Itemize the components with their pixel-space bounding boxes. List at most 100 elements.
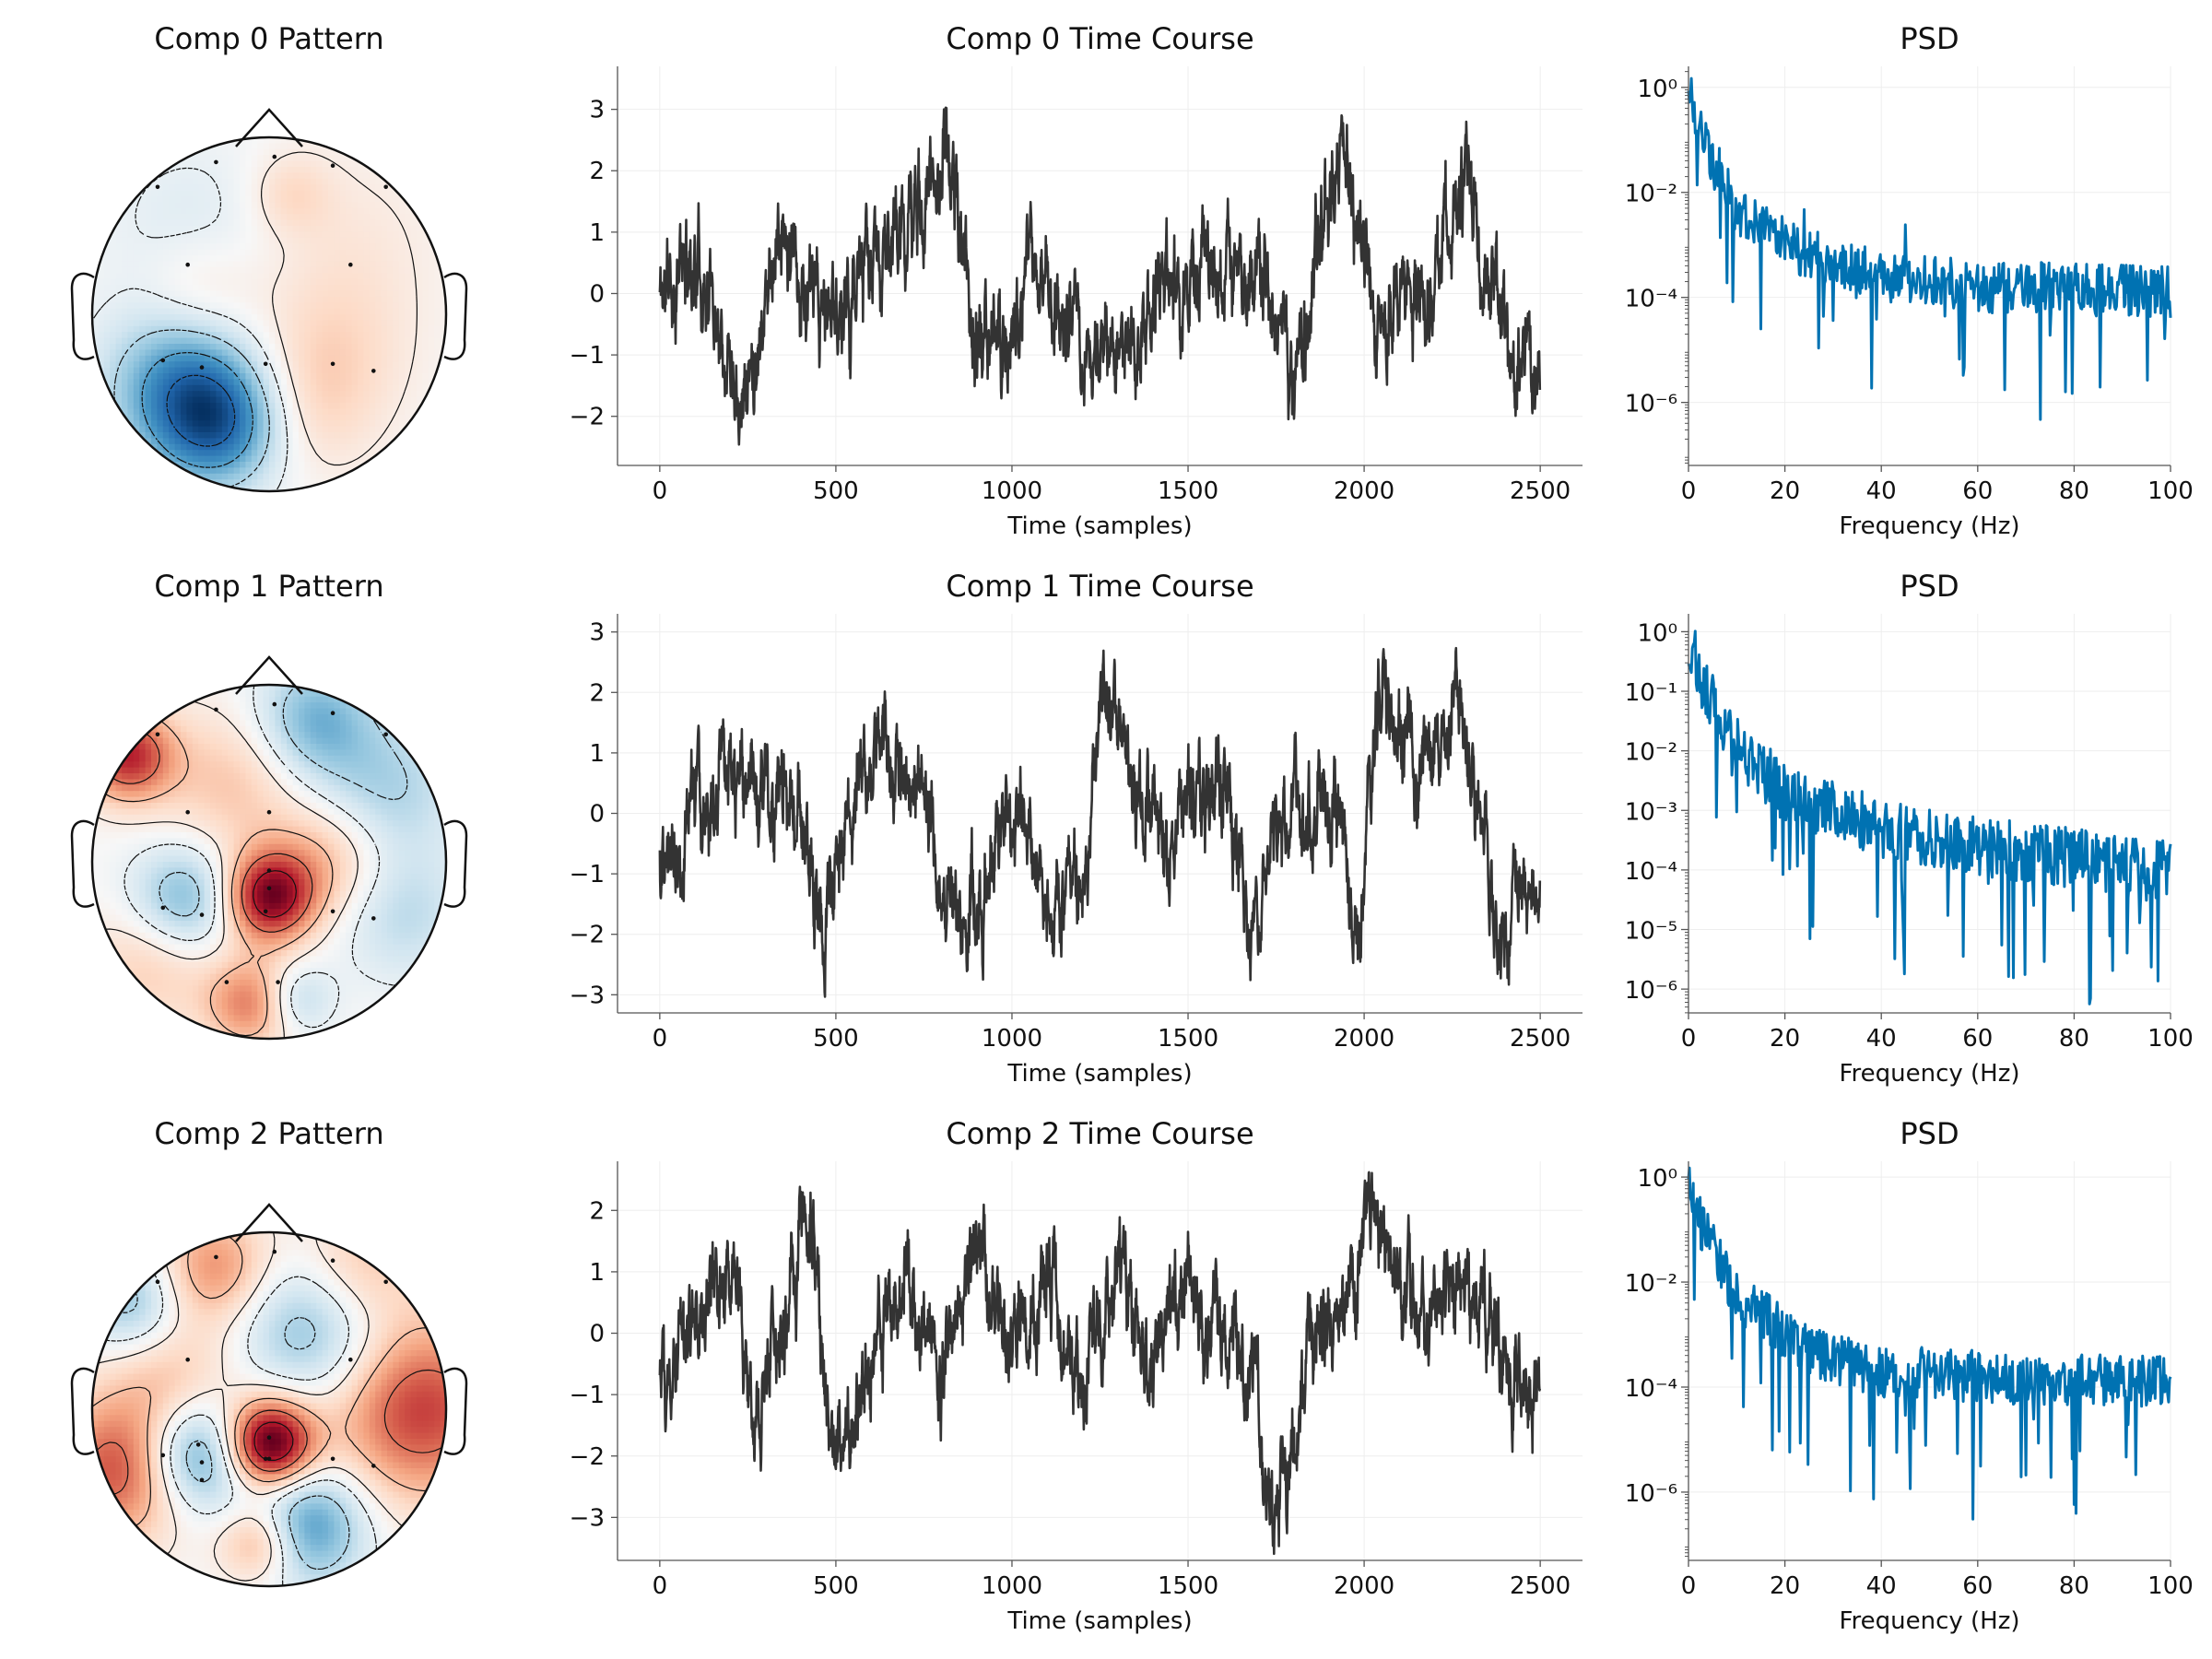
- sensor-dot: [195, 1442, 201, 1447]
- y-tick-label: 0: [589, 280, 605, 308]
- timecourse-line: [658, 106, 1542, 446]
- right-ear-icon: [443, 1367, 468, 1455]
- sensor-dot: [155, 732, 160, 737]
- sensor-dot: [263, 361, 268, 367]
- sensor-dot: [185, 1357, 190, 1362]
- y-tick-label: 10⁻⁴: [1625, 858, 1677, 886]
- sensor-dot: [266, 868, 272, 873]
- contour-line: [141, 352, 253, 468]
- timecourse-line: [658, 646, 1542, 998]
- y-tick-label: 10⁻⁴: [1625, 286, 1677, 313]
- x-tick-label: 1000: [982, 1572, 1042, 1600]
- x-axis-label: Time (samples): [1006, 1607, 1192, 1635]
- y-tick-label: 1: [589, 219, 605, 247]
- sensor-dot: [266, 1435, 272, 1440]
- x-tick-label: 40: [1866, 1572, 1897, 1600]
- x-tick-label: 1500: [1158, 477, 1218, 505]
- y-tick-label: 10⁻³: [1625, 798, 1677, 826]
- head-outline: [90, 683, 448, 1041]
- psd-line: [1687, 1166, 2172, 1521]
- contour-line: [92, 1369, 446, 1495]
- sensor-dot: [199, 1460, 205, 1465]
- sensor-dot: [383, 732, 389, 737]
- y-tick-label: 10⁻¹: [1625, 679, 1677, 707]
- y-tick-label: 10⁰: [1637, 1165, 1677, 1193]
- nose-icon: [235, 655, 303, 695]
- x-tick-label: 20: [1770, 1025, 1800, 1053]
- x-tick-label: 2000: [1334, 1572, 1394, 1600]
- sensor-dot: [160, 358, 166, 363]
- timecourse-2: Comp 2 Time Course 0 500 1000 1500 2000 2500 −3…: [570, 1116, 1583, 1635]
- sensor-dot: [266, 809, 272, 815]
- sensor-dot: [371, 369, 376, 373]
- contour-line: [261, 151, 418, 466]
- sensor-dot: [266, 1456, 272, 1462]
- y-tick-label: 10⁻⁶: [1625, 1480, 1677, 1508]
- right-ear-icon: [443, 272, 468, 360]
- sensor-dot: [185, 809, 190, 815]
- topomap-title: Comp 0 Pattern: [154, 21, 383, 56]
- x-tick-label: 1500: [1158, 1572, 1218, 1600]
- sensor-dot: [160, 905, 166, 911]
- sensor-dot: [330, 361, 335, 367]
- x-tick-label: 2500: [1510, 1025, 1571, 1053]
- topomap-0: Comp 0 Pattern: [70, 21, 468, 493]
- y-tick-label: −3: [570, 1504, 605, 1532]
- y-tick-label: −1: [570, 342, 605, 370]
- x-tick-label: 100: [2147, 1572, 2194, 1600]
- y-tick-label: −2: [570, 404, 605, 431]
- timecourse-title: Comp 1 Time Course: [946, 569, 1253, 604]
- x-tick-label: 20: [1770, 477, 1800, 505]
- x-tick-label: 500: [813, 477, 859, 505]
- psd-0: PSD 0 20 40 60 80 100 10⁻⁶ 10⁻⁴ 10⁻² 10⁰ Frequency …: [1625, 21, 2194, 540]
- sensor-dot: [330, 1258, 335, 1263]
- sensor-dot: [371, 916, 376, 921]
- x-tick-label: 80: [2059, 1572, 2089, 1600]
- sensor-dot: [155, 1279, 160, 1285]
- x-tick-label: 0: [653, 1572, 668, 1600]
- sensor-dot: [263, 1456, 268, 1462]
- y-tick-label: 10⁻⁶: [1625, 391, 1677, 418]
- right-ear-icon: [443, 819, 468, 908]
- sensor-dot: [272, 1249, 277, 1254]
- sensor-dot: [160, 1453, 166, 1458]
- y-tick-label: 2: [589, 679, 605, 707]
- y-tick-label: 2: [589, 158, 605, 185]
- nose-icon: [235, 1203, 303, 1242]
- x-tick-label: 2000: [1334, 477, 1394, 505]
- sensor-dot: [383, 1279, 389, 1285]
- x-tick-label: 60: [1962, 477, 1993, 505]
- psd-line: [1687, 629, 2172, 1006]
- x-tick-label: 500: [813, 1025, 859, 1053]
- y-tick-label: 10⁻⁵: [1625, 918, 1677, 946]
- x-tick-label: 100: [2147, 1025, 2194, 1053]
- psd-title: PSD: [1900, 1116, 1959, 1151]
- sensor-dot: [185, 262, 190, 267]
- head-outline: [90, 1230, 448, 1588]
- x-tick-label: 40: [1866, 1025, 1897, 1053]
- psd-line: [1687, 76, 2172, 421]
- y-tick-label: 10⁰: [1637, 76, 1677, 103]
- y-tick-label: −2: [570, 1443, 605, 1471]
- y-tick-label: 10⁻⁶: [1625, 977, 1677, 1005]
- y-tick-label: 10⁻²: [1625, 739, 1677, 767]
- sensor-dot: [214, 159, 218, 165]
- x-tick-label: 500: [813, 1572, 859, 1600]
- x-axis-label: Frequency (Hz): [1839, 1607, 2019, 1635]
- sensor-dot: [272, 154, 277, 159]
- psd-title: PSD: [1900, 21, 1959, 56]
- x-tick-label: 0: [1681, 477, 1697, 505]
- x-axis-label: Time (samples): [1006, 1060, 1192, 1088]
- nose-icon: [235, 108, 303, 147]
- sensor-dot: [155, 184, 160, 190]
- sensor-dot: [348, 262, 353, 267]
- x-tick-label: 80: [2059, 477, 2089, 505]
- sensor-dot: [330, 909, 335, 914]
- x-tick-label: 1500: [1158, 1025, 1218, 1053]
- y-tick-label: 0: [589, 801, 605, 829]
- topomap-2: Comp 2 Pattern: [70, 1116, 468, 1588]
- sensor-dot: [199, 365, 205, 370]
- y-tick-label: −1: [570, 1382, 605, 1409]
- contour-line: [166, 374, 236, 447]
- y-tick-label: −2: [570, 922, 605, 949]
